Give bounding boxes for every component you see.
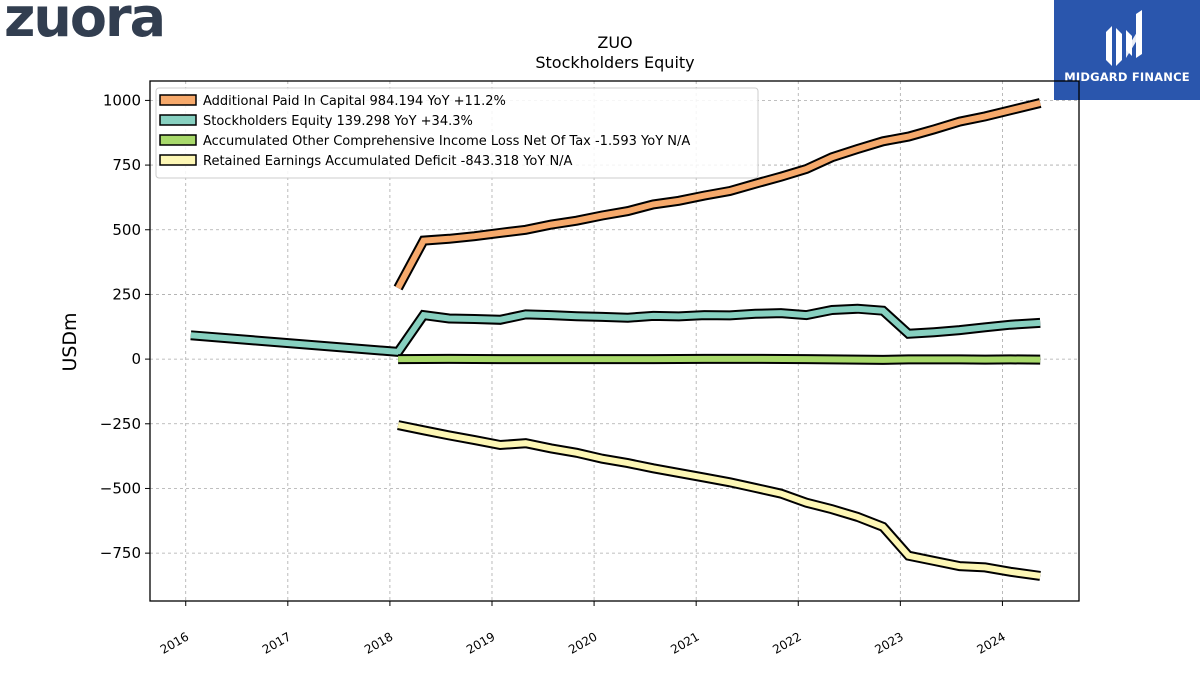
series-line-2 xyxy=(398,355,1041,363)
y-tick-label: −250 xyxy=(100,415,141,433)
y-tick-label: −750 xyxy=(100,544,141,562)
series-line-3 xyxy=(397,422,1041,579)
y-tick-label: 500 xyxy=(112,221,141,239)
y-tick-label: 250 xyxy=(112,285,141,303)
zuora-logo: zuora xyxy=(4,0,166,49)
series-lines xyxy=(190,98,1042,581)
x-tick-label: 2018 xyxy=(362,629,395,656)
x-tick-label: 2024 xyxy=(974,629,1007,656)
legend-entry-label: Retained Earnings Accumulated Deficit -8… xyxy=(203,154,573,169)
midgard-logo-text: MIDGARD FINANCE xyxy=(1064,70,1190,84)
legend-entry-label: Additional Paid In Capital 984.194 YoY +… xyxy=(203,94,506,109)
plot-frame xyxy=(149,80,1080,602)
series-line-1 xyxy=(190,305,1041,356)
x-tick-label: 2023 xyxy=(872,629,905,656)
legend: Additional Paid In Capital 984.194 YoY +… xyxy=(155,87,759,179)
y-axis-label: USDm xyxy=(59,312,81,371)
midgard-finance-logo: MIDGARD FINANCE xyxy=(1054,0,1200,100)
x-tick-label: 2021 xyxy=(668,629,701,656)
series-line-0 xyxy=(395,100,1041,290)
chart-title: ZUO xyxy=(597,33,632,52)
y-axis-ticks: −750 −500 −250 0 250 500 750 1000 xyxy=(100,91,150,562)
x-tick-label: 2020 xyxy=(566,629,599,656)
x-tick-label: 2017 xyxy=(260,629,293,656)
x-tick-label: 2022 xyxy=(770,629,803,656)
y-tick-label: 1000 xyxy=(103,91,141,109)
legend-swatch xyxy=(159,94,197,106)
x-axis-ticks: 2016 2017 2018 2019 2020 2021 2022 2023 2024 xyxy=(158,601,1008,657)
y-tick-label: 750 xyxy=(112,156,141,174)
legend-entry-label: Accumulated Other Comprehensive Income L… xyxy=(203,134,690,149)
legend-swatch xyxy=(159,154,197,166)
midgard-logo-icon xyxy=(1106,10,1142,66)
legend-entry-label: Stockholders Equity 139.298 YoY +34.3% xyxy=(203,114,473,129)
x-tick-label: 2019 xyxy=(464,629,497,656)
x-tick-label: 2016 xyxy=(158,629,191,656)
chart-subtitle: Stockholders Equity xyxy=(535,53,694,72)
legend-box xyxy=(155,87,759,179)
legend-swatch xyxy=(159,114,197,126)
legend-swatch xyxy=(159,134,197,146)
y-tick-label: −500 xyxy=(100,479,141,497)
y-tick-label: 0 xyxy=(131,350,141,368)
